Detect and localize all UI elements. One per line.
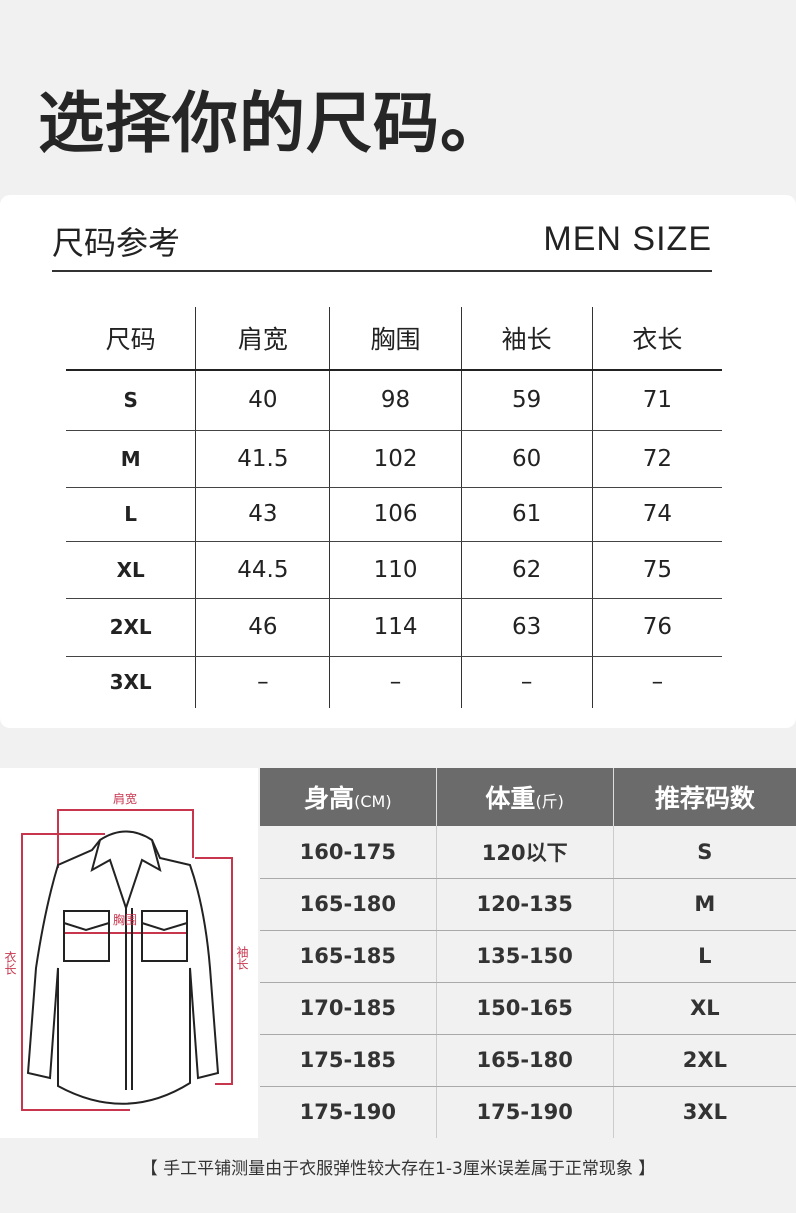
recommend-table: 身高(CM) 体重(斤) 推荐码数 160-175 120以下 S 165-180 120-…	[260, 768, 796, 1138]
measurement-note: 【 手工平铺测量由于衣服弹性较大存在1-3厘米误差属于正常现象 】	[140, 1159, 656, 1179]
table-row: XL 44.5 110 62 75	[66, 541, 722, 599]
table-cell: 59	[460, 370, 593, 431]
table-cell: –	[460, 656, 593, 708]
table-row: 175-185 165-180 2XL	[260, 1034, 796, 1087]
table-cell: 114	[329, 598, 462, 657]
table-cell: 2XL	[612, 1034, 796, 1087]
table-cell: –	[329, 656, 462, 708]
table-row: M 41.5 102 60 72	[66, 430, 722, 488]
label-length: 衣长	[3, 950, 17, 975]
header-main: 推荐码数	[654, 784, 755, 813]
table-row: 165-180 120-135 M	[260, 878, 796, 931]
table-row: 170-185 150-165 XL	[260, 982, 796, 1035]
table-cell: 98	[329, 370, 462, 431]
label-shoulder: 肩宽	[113, 791, 137, 806]
table-cell: 120-135	[435, 878, 614, 931]
table-row: L 43 106 61 74	[66, 487, 722, 542]
table-cell: 61	[460, 487, 593, 542]
table-cell: 71	[591, 370, 722, 431]
table-row: 175-190 175-190 3XL	[260, 1086, 796, 1138]
recommend-col-header: 推荐码数	[612, 768, 796, 826]
table-cell: 3XL	[109, 670, 152, 695]
header-main: 身高	[304, 784, 355, 813]
table-cell: XL	[66, 541, 196, 599]
size-col-header: 尺码	[66, 307, 196, 371]
table-cell: 175-185	[260, 1034, 437, 1087]
table-cell: 150-165	[435, 982, 614, 1035]
table-cell: 74	[591, 487, 722, 542]
table-cell: 41.5	[195, 430, 330, 488]
table-cell: 2XL	[66, 598, 196, 657]
table-cell: XL	[612, 982, 796, 1035]
table-cell: 160-175	[260, 826, 437, 879]
label-chest: 胸围	[113, 912, 137, 927]
table-cell: 40	[195, 370, 330, 431]
table-cell: –	[591, 656, 722, 708]
table-cell: 106	[329, 487, 462, 542]
table-cell: 170-185	[260, 982, 437, 1035]
table-cell: L	[612, 930, 796, 983]
table-cell: M	[66, 430, 196, 488]
size-col-header: 胸围	[329, 307, 462, 371]
recommend-col-header: 身高(CM)	[260, 768, 437, 826]
header-unit: (CM)	[354, 792, 392, 811]
table-cell: 165-180	[260, 878, 437, 931]
table-cell: 102	[329, 430, 462, 488]
table-cell: 75	[591, 541, 722, 599]
table-cell: L	[66, 487, 196, 542]
table-cell: 175-190	[435, 1086, 614, 1138]
table-cell: 110	[329, 541, 462, 599]
table-cell: 72	[591, 430, 722, 488]
table-cell: 165-185	[260, 930, 437, 983]
table-cell: 76	[591, 598, 722, 657]
size-col-header: 肩宽	[195, 307, 330, 371]
table-row: 2XL 46 114 63 76	[66, 598, 722, 657]
table-cell: S	[612, 826, 796, 879]
table-cell: –	[195, 656, 330, 708]
table-cell: 46	[195, 598, 330, 657]
size-table: 尺码 肩宽 胸围 袖长 衣长 S 40 98 59 71 M 41.5 102 60 72 L 43 106 61…	[66, 307, 722, 708]
table-row: 3XL – – – –	[66, 656, 722, 708]
size-card-heading: 尺码参考	[52, 224, 181, 262]
page-title: 选择你的尺码。	[38, 85, 507, 162]
label-sleeve: 袖长	[235, 945, 249, 970]
table-cell: 44.5	[195, 541, 330, 599]
table-cell: M	[612, 878, 796, 931]
table-row: S 40 98 59 71	[66, 370, 722, 431]
table-cell: 63	[460, 598, 593, 657]
size-col-header: 袖长	[460, 307, 593, 371]
table-row: 160-175 120以下 S	[260, 826, 796, 879]
table-cell: 43	[195, 487, 330, 542]
table-cell: 175-190	[299, 1100, 397, 1125]
size-card-header: 尺码参考 MEN SIZE	[52, 214, 712, 272]
table-cell: 135-150	[435, 930, 614, 983]
header-unit: (斤)	[535, 792, 564, 811]
table-cell: 3XL	[612, 1086, 796, 1138]
shirt-diagram: 肩宽 胸围 衣长 袖长	[0, 768, 258, 1138]
table-cell: 165-180	[435, 1034, 614, 1087]
recommend-col-header: 体重(斤)	[435, 768, 614, 826]
table-row: 165-185 135-150 L	[260, 930, 796, 983]
table-cell: 60	[460, 430, 593, 488]
header-main: 体重	[485, 784, 536, 813]
size-card-heading-en: MEN SIZE	[543, 220, 712, 258]
size-col-header: 衣长	[591, 307, 722, 371]
table-cell: S	[66, 370, 196, 431]
table-cell: 62	[460, 541, 593, 599]
table-cell: 120以下	[435, 826, 614, 879]
